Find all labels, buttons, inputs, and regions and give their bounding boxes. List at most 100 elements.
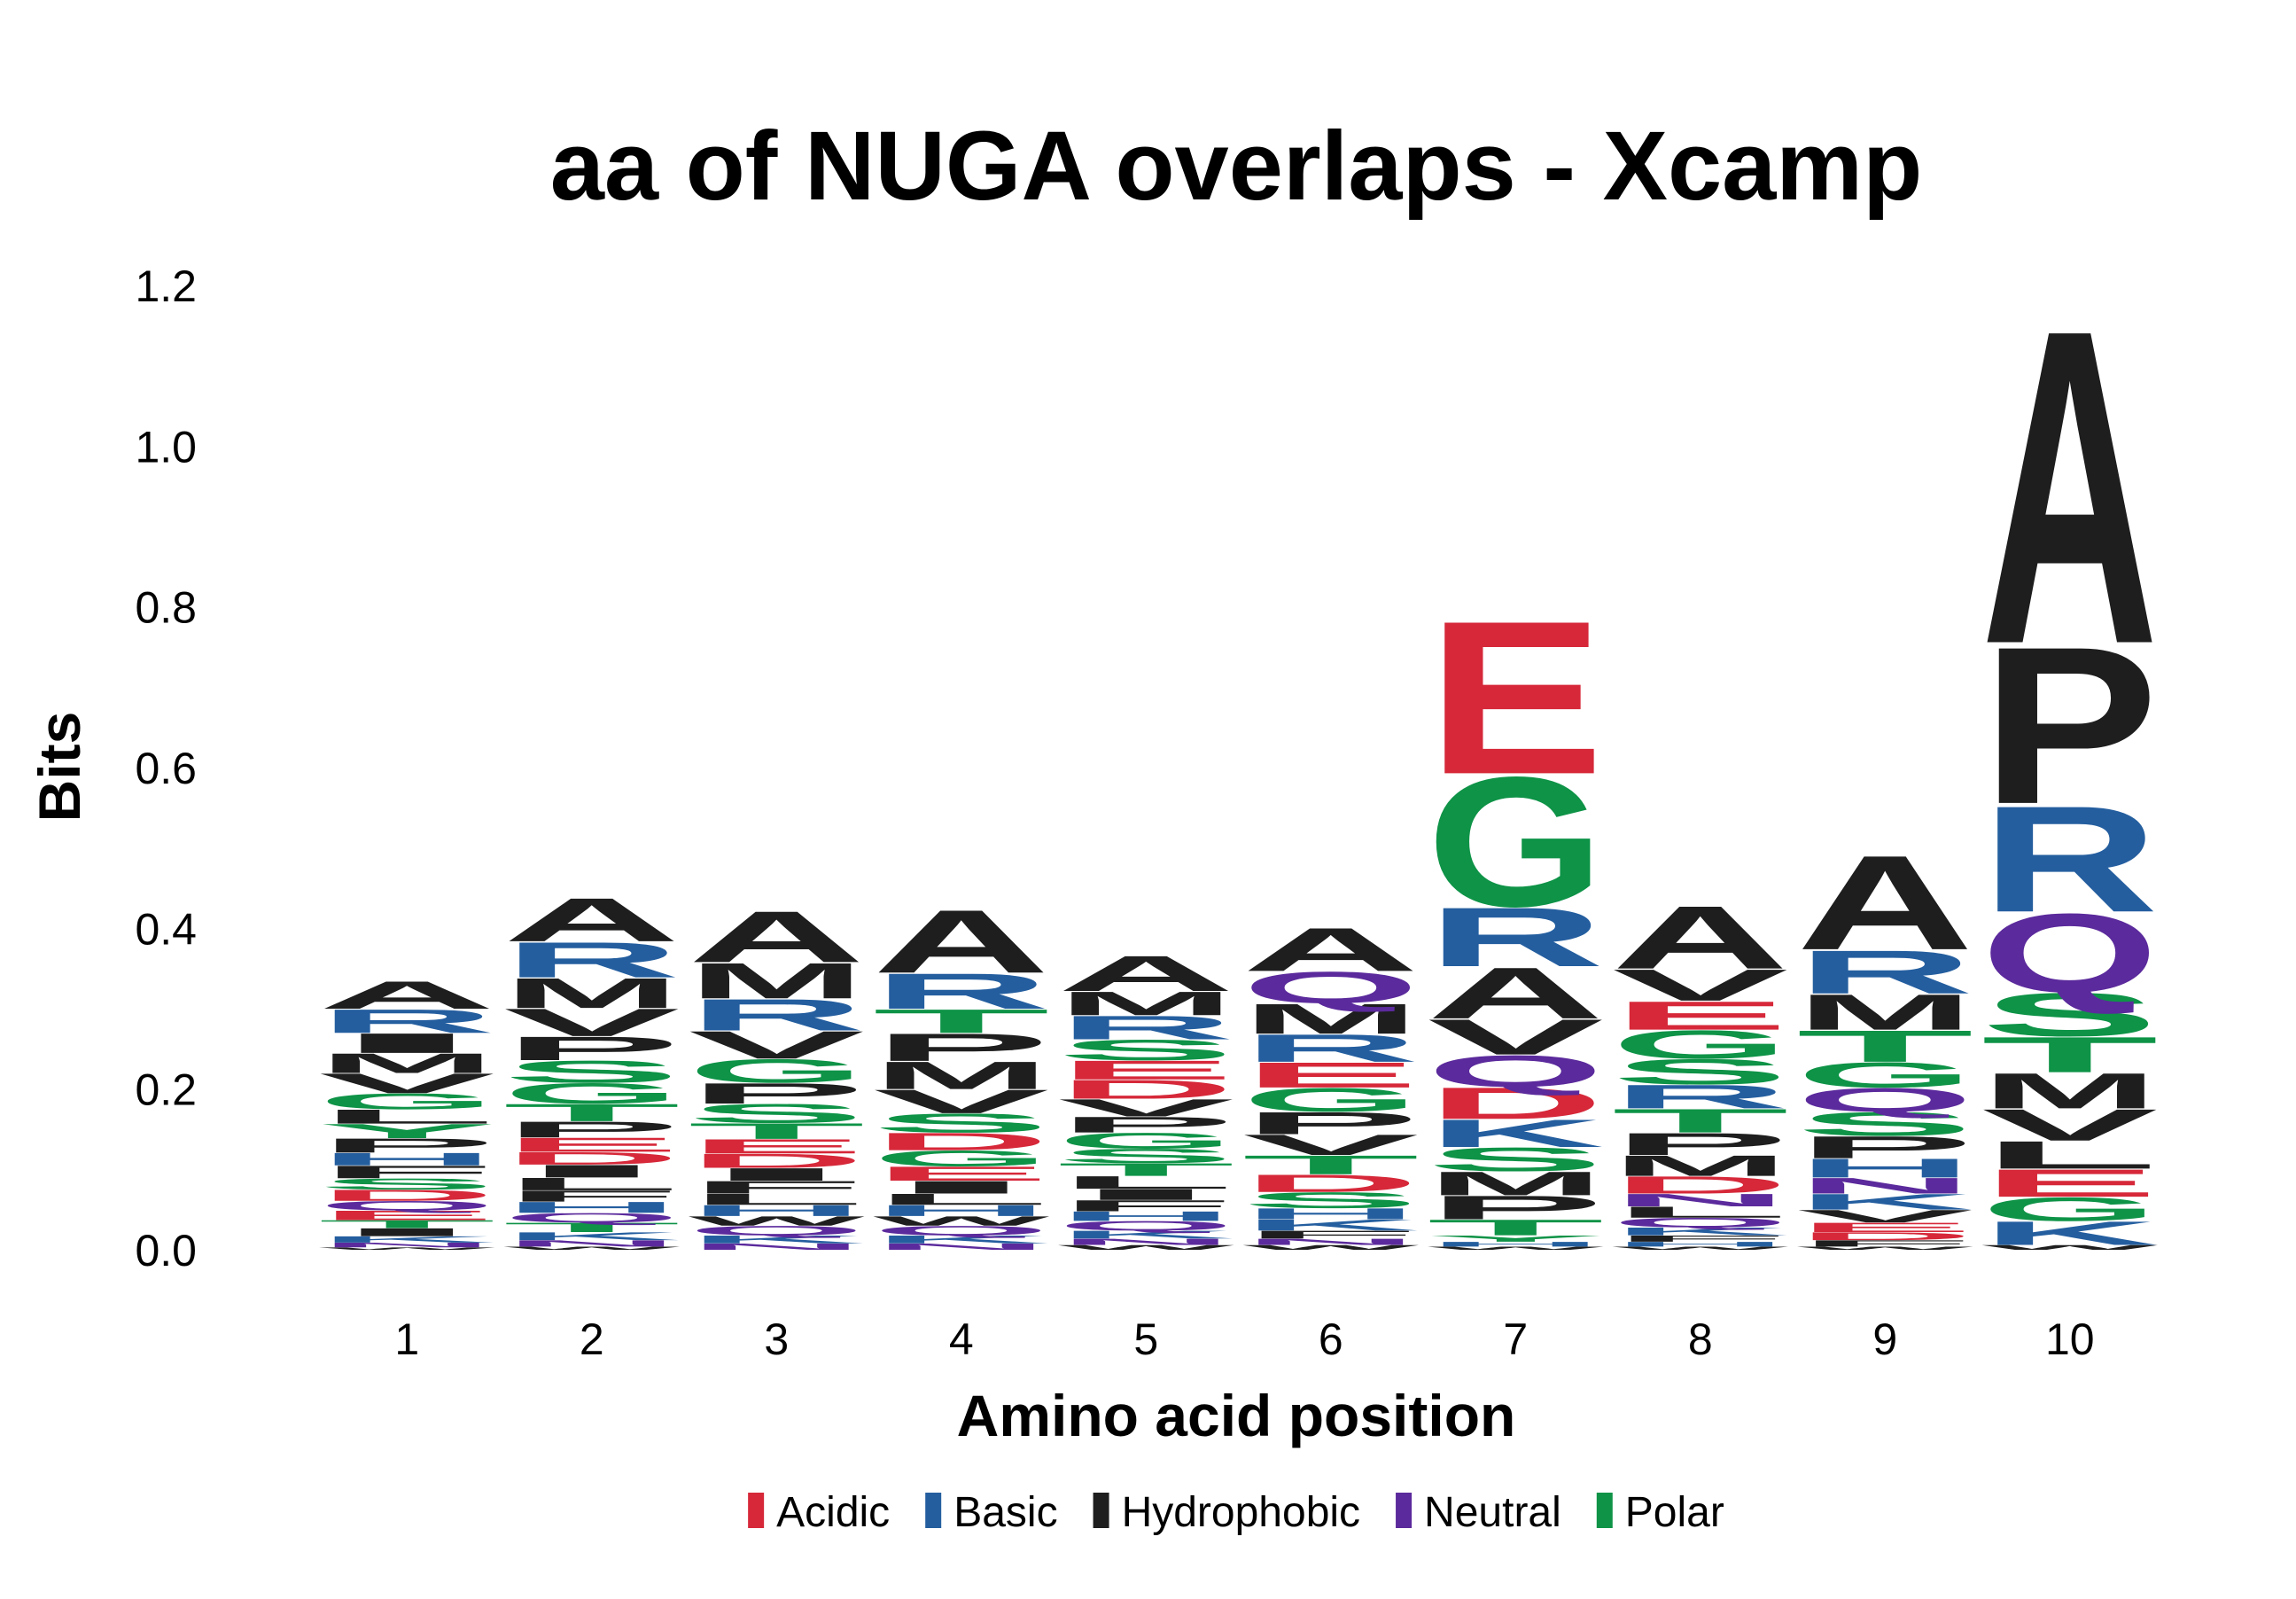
logo-letter-K: K xyxy=(688,1233,865,1245)
logo-letter-W: W xyxy=(319,1247,495,1251)
logo-letter-A: A xyxy=(1981,236,2159,738)
logo-letter-S: S xyxy=(318,1175,495,1193)
y-tick-label: 0.8 xyxy=(135,583,197,633)
x-tick-label: 5 xyxy=(1133,1314,1158,1364)
logo-letter-Q: Q xyxy=(1057,1218,1234,1233)
logo-letter-F: F xyxy=(1057,1197,1234,1215)
logo-letter-W: W xyxy=(1981,1244,2158,1252)
logo-letter-T: T xyxy=(1796,1021,1973,1072)
y-tick-label: 0.6 xyxy=(135,744,197,793)
logo-letter-S: S xyxy=(1242,1188,1420,1213)
logo-letter-M: M xyxy=(1427,1165,1604,1202)
logo-letter-G: G xyxy=(1242,1081,1420,1119)
y-tick-label: 0.4 xyxy=(135,904,197,954)
x-tick-label: 6 xyxy=(1319,1314,1343,1364)
logo-letter-N: N xyxy=(688,1242,865,1252)
logo-letter-L: L xyxy=(1612,1204,1789,1221)
x-tick-label: 9 xyxy=(1872,1314,1897,1364)
logo-letter-T: T xyxy=(503,1099,681,1127)
logo-stacks: WNKITEQDSFHPYLGVMIRAWNKTQHFLIDEPTGSPVMRA… xyxy=(318,236,2159,1252)
logo-letter-D: D xyxy=(1427,1079,1604,1128)
logo-letter-M: M xyxy=(503,969,681,1017)
x-tick-label: 1 xyxy=(394,1314,419,1364)
logo-letter-R: R xyxy=(1612,1078,1789,1115)
logo-letter-G: G xyxy=(318,1088,495,1113)
logo-letter-G: G xyxy=(873,1146,1050,1171)
logo-letter-V: V xyxy=(319,1068,495,1099)
legend-label: Hydrophobic xyxy=(1122,1489,1360,1536)
logo-letter-R: R xyxy=(1981,775,2159,944)
logo-letter-F: F xyxy=(1242,1228,1420,1241)
logo-letter-I: I xyxy=(688,1165,865,1185)
logo-letter-A: A xyxy=(1796,828,1973,978)
y-tick-label: 0.2 xyxy=(135,1065,197,1115)
logo-letter-H: H xyxy=(1242,1205,1420,1222)
logo-letter-K: K xyxy=(1981,1214,2159,1252)
logo-letter-D: D xyxy=(873,1127,1050,1155)
legend-swatch xyxy=(1596,1493,1613,1528)
logo-letter-E: E xyxy=(1981,1161,2159,1205)
logo-letter-R: R xyxy=(318,1002,495,1040)
logo-letter-L: L xyxy=(1981,1133,2159,1177)
y-axis-label: Bits xyxy=(27,712,92,823)
logo-letter-G: G xyxy=(1057,1128,1234,1153)
y-tick-label: 1.2 xyxy=(135,261,197,311)
logo-letter-T: T xyxy=(1242,1150,1420,1180)
logo-letter-V: V xyxy=(1428,1009,1604,1065)
logo-letter-W: W xyxy=(1797,1245,1973,1251)
logo-letter-M: M xyxy=(1242,995,1420,1043)
logo-letter-L: L xyxy=(1057,1173,1234,1193)
logo-letter-K: K xyxy=(318,1235,495,1244)
logo-letter-P: P xyxy=(503,1030,681,1067)
logo-letter-V: V xyxy=(1797,1206,1973,1227)
logo-letter-I: I xyxy=(1057,1186,1234,1204)
logo-letter-T: T xyxy=(1057,1159,1234,1180)
logo-letter-L: L xyxy=(318,1105,495,1127)
logo-letter-S: S xyxy=(1796,1105,1973,1143)
logo-letter-M: M xyxy=(1796,984,1973,1041)
logo-letter-H: H xyxy=(503,1198,681,1216)
logo-letter-F: F xyxy=(1612,1234,1789,1244)
logo-letter-K: K xyxy=(1242,1216,1420,1234)
logo-letter-N: N xyxy=(1242,1236,1420,1246)
logo-letter-N: N xyxy=(318,1241,495,1248)
logo-letter-A: A xyxy=(318,973,495,1018)
logo-letter-D: D xyxy=(1796,1230,1973,1243)
logo-letter-T: T xyxy=(318,1218,495,1230)
x-axis-ticks: 1 2 3 4 5 6 7 8 9 10 xyxy=(394,1314,2094,1364)
logo-letter-I: I xyxy=(503,1161,681,1182)
logo-letter-W: W xyxy=(1428,1245,1604,1251)
logo-letter-R: R xyxy=(1057,1009,1234,1046)
logo-letter-V: V xyxy=(1612,960,1788,1010)
logo-letter-A: A xyxy=(1427,953,1604,1034)
logo-letter-P: P xyxy=(1796,1130,1973,1165)
logo-letter-R: R xyxy=(503,932,681,988)
logo-letter-L: L xyxy=(688,1190,865,1208)
logo-letter-A: A xyxy=(688,896,865,978)
x-tick-label: 3 xyxy=(764,1314,789,1364)
logo-letter-V: V xyxy=(1058,1094,1234,1121)
logo-letter-G: G xyxy=(1981,1190,2159,1228)
legend-label: Basic xyxy=(953,1489,1057,1536)
logo-letter-D: D xyxy=(1612,1171,1789,1198)
logo-letter-E: E xyxy=(1242,1055,1420,1095)
logo-letter-G: G xyxy=(1796,1055,1973,1095)
logo-letter-D: D xyxy=(503,1149,681,1169)
logo-letter-P: P xyxy=(1242,1106,1420,1141)
logo-letter-M: M xyxy=(688,953,865,1010)
x-tick-label: 7 xyxy=(1503,1314,1528,1364)
logo-letter-A: A xyxy=(1057,946,1234,1002)
logo-letter-P: P xyxy=(318,1135,495,1157)
logo-letter-I: I xyxy=(318,1226,495,1238)
logo-letter-L: L xyxy=(873,1190,1050,1208)
logo-letter-T: T xyxy=(1612,1102,1789,1139)
logo-letter-A: A xyxy=(1612,887,1789,987)
logo-letter-M: M xyxy=(1612,1150,1789,1182)
logo-letter-V: V xyxy=(873,1083,1049,1120)
logo-letter-S: S xyxy=(1981,980,2159,1049)
logo-letter-N: N xyxy=(1057,1236,1234,1246)
legend-label: Polar xyxy=(1625,1489,1724,1536)
